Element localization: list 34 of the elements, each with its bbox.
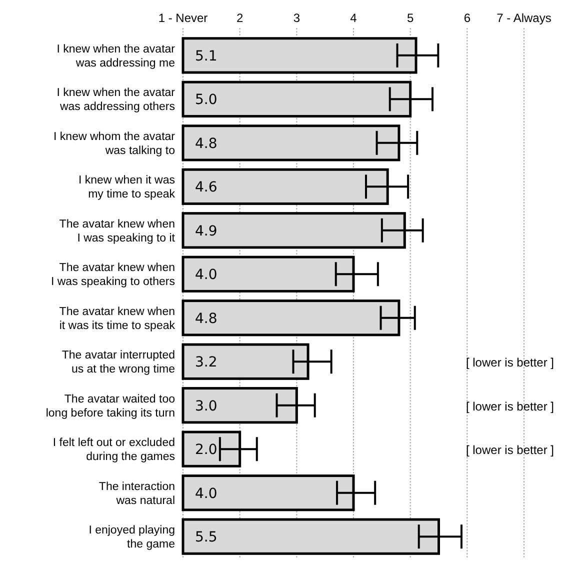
y-tick-label: I enjoyed playing the game bbox=[88, 524, 175, 551]
data-label: 4.8 bbox=[195, 136, 218, 152]
y-tick-label: I knew when the avatar was addressing others bbox=[56, 87, 176, 114]
annotation: [ lower is better ] bbox=[466, 356, 554, 370]
x-tick-label: 7 - Always bbox=[496, 11, 552, 25]
y-tick-label: The avatar interrupted us at the wrong time bbox=[62, 350, 175, 376]
y-tick-label: The avatar waited too long before taking its turn bbox=[46, 393, 175, 420]
x-tick-label: 5 bbox=[406, 11, 414, 25]
data-label: 4.8 bbox=[195, 310, 218, 327]
data-label: 5.1 bbox=[195, 48, 218, 64]
y-tick-label: I felt left out or excluded during the games bbox=[52, 437, 176, 464]
y-tick-label: I knew whom the avatar was talking to bbox=[54, 130, 176, 157]
y-tick-label: I knew when it was my time to speak bbox=[78, 174, 176, 201]
x-tick-label: 3 bbox=[293, 11, 300, 25]
data-label: 5.0 bbox=[195, 92, 218, 108]
y-tick-label: The interaction was natural bbox=[98, 480, 175, 507]
y-tick-label: The avatar knew when I was speaking to it bbox=[59, 218, 176, 244]
x-tick-label: 1 - Never bbox=[158, 11, 208, 25]
data-label: 4.9 bbox=[195, 223, 218, 240]
y-tick-label: The avatar knew when I was speaking to others bbox=[50, 262, 176, 288]
data-label: 4.0 bbox=[195, 267, 218, 284]
data-label: 3.2 bbox=[195, 354, 218, 371]
y-tick-label: The avatar knew when it was its time to speak bbox=[59, 306, 176, 332]
data-label: 5.5 bbox=[195, 530, 218, 546]
x-tick-label: 2 bbox=[236, 11, 244, 25]
x-tick-label: 4 bbox=[350, 11, 358, 25]
annotation: [ lower is better ] bbox=[466, 399, 554, 414]
data-label: 3.0 bbox=[195, 398, 218, 414]
annotation: [ lower is better ] bbox=[466, 443, 554, 458]
y-tick-label: I knew when the avatar was addressing me bbox=[56, 43, 176, 70]
data-label: 2.0 bbox=[195, 442, 218, 458]
data-label: 4.6 bbox=[195, 180, 218, 196]
x-tick-label: 6 bbox=[464, 11, 471, 25]
data-label: 4.0 bbox=[195, 486, 218, 502]
